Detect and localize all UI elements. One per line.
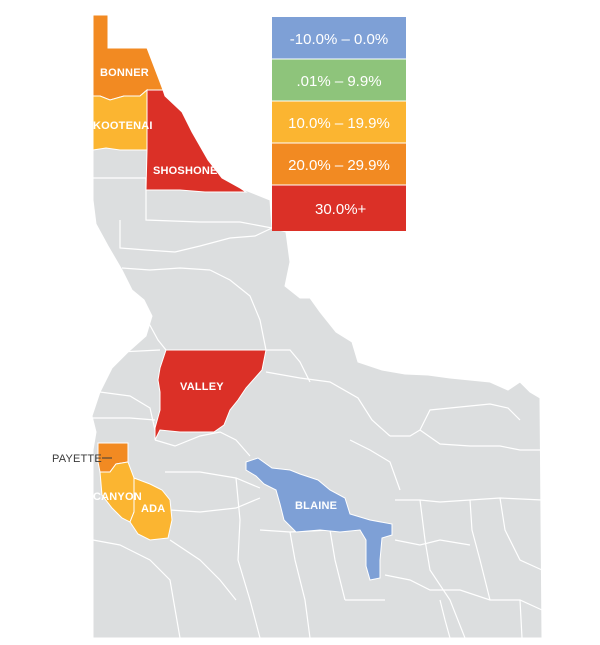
county-shoshone [145,89,248,193]
legend-label-2: .01% – 9.9% [296,73,381,90]
legend-swatch-5 [272,185,406,231]
legend-swatch-3 [272,101,406,143]
label-canyon: CANYON [93,491,142,503]
county-ada [129,477,173,541]
county-borders [89,177,543,639]
county-blaine [245,457,393,581]
label-ada: ADA [141,503,165,515]
legend-label-3: 10.0% – 19.9% [288,115,390,132]
label-blaine: BLAINE [295,500,337,512]
legend-swatch-2 [272,59,406,101]
legend-label-5: 30.0%+ [315,201,367,218]
legend-label-1: -10.0% – 0.0% [290,31,388,48]
label-kootenai: KOOTENAI [93,120,153,132]
label-payette: PAYETTE [52,453,102,465]
county-valley [154,349,267,441]
legend: -10.0% – 0.0% .01% – 9.9% 10.0% – 19.9% … [272,17,406,231]
legend-swatch-1 [272,17,406,59]
label-shoshone: SHOSHONE [153,165,218,177]
label-bonner: BONNER [100,67,149,79]
legend-label-4: 20.0% – 29.9% [288,157,390,174]
label-valley: VALLEY [180,381,224,393]
county-bonner [92,14,164,101]
legend-swatch-4 [272,143,406,185]
